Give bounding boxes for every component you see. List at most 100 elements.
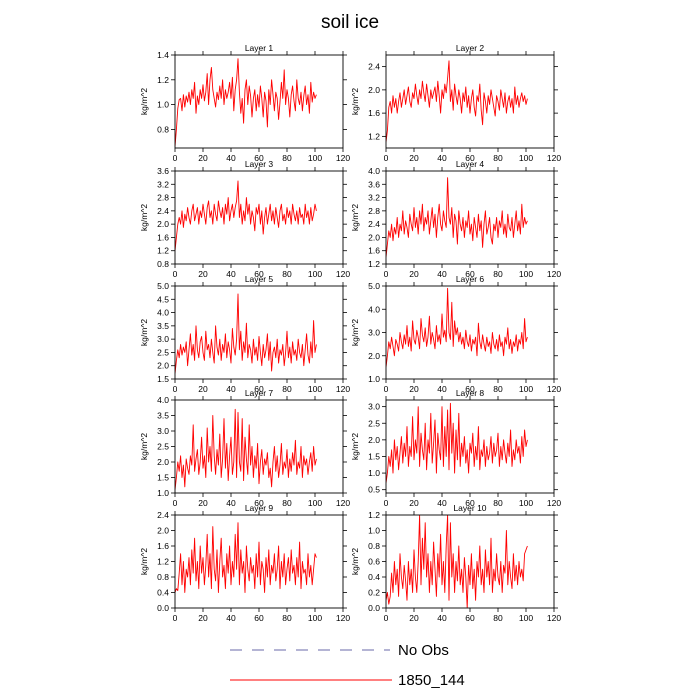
x-tick-label: 40 bbox=[437, 613, 447, 623]
y-tick-label: 1.0 bbox=[368, 526, 380, 536]
x-tick-label: 120 bbox=[547, 384, 561, 394]
x-tick-label: 80 bbox=[282, 153, 292, 163]
plot-frame-layer-5 bbox=[174, 285, 344, 380]
x-tick-label: 20 bbox=[409, 498, 419, 508]
y-tick-label: 2.5 bbox=[157, 442, 169, 452]
y-tick-label: 1.5 bbox=[157, 374, 169, 384]
x-tick-label: 60 bbox=[254, 153, 264, 163]
plot-frame-layer-4 bbox=[385, 170, 555, 265]
plot-frame-layer-1 bbox=[174, 54, 344, 149]
x-tick-label: 80 bbox=[493, 384, 503, 394]
series-line-layer-8 bbox=[386, 402, 528, 484]
y-tick-label: 3.0 bbox=[157, 334, 169, 344]
x-tick-label: 80 bbox=[493, 613, 503, 623]
y-axis-label-layer-3: kg/m^2 bbox=[139, 204, 149, 231]
x-tick-label: 120 bbox=[547, 613, 561, 623]
x-tick-label: 100 bbox=[308, 269, 322, 279]
panel-title-layer-7: Layer 7 bbox=[245, 388, 274, 398]
y-tick-label: 1.2 bbox=[157, 557, 169, 567]
x-tick-label: 100 bbox=[519, 498, 533, 508]
x-tick-label: 20 bbox=[198, 613, 208, 623]
y-axis-label-layer-5: kg/m^2 bbox=[139, 319, 149, 346]
legend-label-no-obs: No Obs bbox=[398, 642, 449, 659]
y-tick-label: 0.6 bbox=[368, 557, 380, 567]
panel-title-layer-5: Layer 5 bbox=[245, 274, 274, 284]
x-tick-label: 0 bbox=[173, 613, 178, 623]
x-tick-label: 80 bbox=[493, 269, 503, 279]
y-tick-label: 0.4 bbox=[368, 572, 380, 582]
y-tick-label: 4.0 bbox=[157, 395, 169, 405]
panel-layer-1: Layer 1 0 20 40 60 80 100 120 0.8 1.0 1.2 1.4 kg/m^2 bbox=[139, 43, 350, 163]
y-tick-label: 1.4 bbox=[157, 50, 169, 60]
y-tick-label: 3.0 bbox=[157, 426, 169, 436]
y-tick-label: 2.4 bbox=[368, 62, 380, 72]
y-tick-label: 1.0 bbox=[368, 468, 380, 478]
panels: Layer 10 20 40 60 80 100 1200.81.01.21.4kg/m^2… bbox=[139, 43, 561, 623]
x-tick-label: 40 bbox=[437, 498, 447, 508]
y-tick-label: 2.0 bbox=[157, 219, 169, 229]
y-tick-label: 4.0 bbox=[157, 308, 169, 318]
plot-frame-layer-3 bbox=[174, 170, 344, 265]
x-tick-label: 40 bbox=[226, 498, 236, 508]
y-tick-label: 2.0 bbox=[368, 232, 380, 242]
y-tick-label: 5.0 bbox=[157, 281, 169, 291]
x-tick-label: 100 bbox=[519, 384, 533, 394]
x-tick-label: 0 bbox=[384, 613, 389, 623]
panel-layer-4: Layer 4 0 20 40 60 80 100 120 1.2 1.6 2.0 2.4 2.8 3.2… bbox=[350, 159, 561, 279]
y-tick-label: 3.0 bbox=[368, 328, 380, 338]
y-axis-label-layer-2: kg/m^2 bbox=[350, 88, 360, 115]
x-tick-label: 60 bbox=[254, 498, 264, 508]
y-tick-label: 3.5 bbox=[157, 321, 169, 331]
y-tick-label: 2.0 bbox=[157, 361, 169, 371]
y-tick-label: 1.2 bbox=[368, 510, 380, 520]
y-axis-label-layer-4: kg/m^2 bbox=[350, 204, 360, 231]
y-tick-label: 3.2 bbox=[368, 193, 380, 203]
x-tick-label: 0 bbox=[384, 269, 389, 279]
y-tick-label: 4.5 bbox=[157, 294, 169, 304]
x-tick-label: 0 bbox=[384, 384, 389, 394]
series-line-layer-5 bbox=[175, 293, 317, 374]
x-tick-label: 80 bbox=[282, 613, 292, 623]
y-tick-label: 1.6 bbox=[368, 108, 380, 118]
panel-layer-2: Layer 2 0 20 40 60 80 100 120 1.2 1.6 2.0 2.4 kg/m^2 bbox=[350, 43, 561, 163]
y-tick-label: 2.8 bbox=[157, 193, 169, 203]
x-tick-label: 40 bbox=[437, 153, 447, 163]
x-tick-label: 40 bbox=[437, 384, 447, 394]
x-tick-label: 0 bbox=[384, 153, 389, 163]
x-tick-label: 100 bbox=[308, 153, 322, 163]
y-tick-label: 1.2 bbox=[157, 246, 169, 256]
x-tick-label: 80 bbox=[282, 498, 292, 508]
x-tick-label: 20 bbox=[198, 269, 208, 279]
x-tick-label: 20 bbox=[198, 498, 208, 508]
x-tick-label: 60 bbox=[465, 498, 475, 508]
y-tick-label: 1.5 bbox=[368, 451, 380, 461]
y-tick-label: 1.6 bbox=[368, 246, 380, 256]
y-tick-label: 2.0 bbox=[157, 457, 169, 467]
y-tick-label: 3.6 bbox=[368, 179, 380, 189]
panel-layer-3: Layer 3 0 20 40 60 80 100 120 0.8 1.2 1.6 2.0 2.4 2.8… bbox=[139, 159, 350, 279]
x-tick-label: 60 bbox=[465, 153, 475, 163]
y-tick-label: 3.2 bbox=[157, 179, 169, 189]
panel-layer-7: Layer 7 0 20 40 60 80 100 120 1.0 1.5 2.0 2.5 3.0 3.5… bbox=[139, 388, 350, 508]
y-tick-label: 3.5 bbox=[157, 411, 169, 421]
y-tick-label: 2.0 bbox=[368, 85, 380, 95]
panel-title-layer-1: Layer 1 bbox=[245, 43, 274, 53]
x-tick-label: 0 bbox=[173, 153, 178, 163]
plot-frame-layer-7 bbox=[174, 399, 344, 494]
y-tick-label: 1.0 bbox=[157, 100, 169, 110]
x-tick-label: 120 bbox=[336, 498, 350, 508]
y-tick-label: 2.5 bbox=[368, 418, 380, 428]
x-tick-label: 80 bbox=[493, 153, 503, 163]
x-tick-label: 60 bbox=[465, 269, 475, 279]
x-tick-label: 60 bbox=[465, 384, 475, 394]
panel-title-layer-6: Layer 6 bbox=[456, 274, 485, 284]
plot-frame-layer-6 bbox=[385, 285, 555, 380]
x-tick-label: 40 bbox=[226, 613, 236, 623]
panel-layer-9: Layer 9 0 20 40 60 80 100 120 0.0 0.4 0.8 1.2 1.6 2.0… bbox=[139, 503, 350, 623]
x-tick-label: 0 bbox=[384, 498, 389, 508]
y-tick-label: 1.2 bbox=[157, 75, 169, 85]
x-tick-label: 20 bbox=[198, 384, 208, 394]
figure-title: soil ice bbox=[321, 12, 379, 33]
y-tick-label: 2.0 bbox=[157, 526, 169, 536]
